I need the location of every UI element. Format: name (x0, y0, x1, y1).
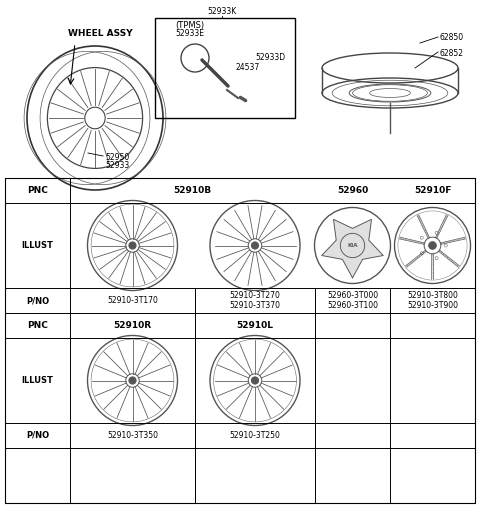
Text: 52910R: 52910R (113, 321, 152, 330)
Text: P/NO: P/NO (26, 296, 49, 305)
Text: 52960: 52960 (337, 186, 368, 195)
Text: 52950: 52950 (105, 153, 129, 163)
Text: 52910L: 52910L (237, 321, 274, 330)
Text: 62850: 62850 (440, 34, 464, 43)
Circle shape (252, 242, 259, 249)
Text: 52910-3T800
52910-3T900: 52910-3T800 52910-3T900 (407, 291, 458, 310)
Circle shape (444, 244, 447, 247)
Text: 52910-3T170: 52910-3T170 (107, 296, 158, 305)
Text: ILLUST: ILLUST (22, 376, 53, 385)
Text: PNC: PNC (27, 186, 48, 195)
Circle shape (129, 242, 136, 249)
Text: 52910-3T250: 52910-3T250 (229, 431, 280, 440)
Circle shape (429, 242, 436, 249)
Text: 52910B: 52910B (173, 186, 212, 195)
Text: PNC: PNC (27, 321, 48, 330)
Circle shape (435, 257, 438, 260)
Bar (155, 18, 295, 118)
Text: ILLUST: ILLUST (22, 241, 53, 250)
Polygon shape (322, 219, 383, 278)
Text: 52910-3T350: 52910-3T350 (107, 431, 158, 440)
Bar (5, 178, 475, 503)
Text: KIA: KIA (347, 243, 358, 248)
Text: 52933D: 52933D (255, 53, 285, 62)
Circle shape (420, 236, 423, 239)
Text: 52910F: 52910F (414, 186, 451, 195)
Circle shape (435, 231, 438, 234)
Text: 52960-3T000
52960-3T100: 52960-3T000 52960-3T100 (327, 291, 378, 310)
Text: WHEEL ASSY: WHEEL ASSY (68, 28, 132, 38)
Text: 52910-3T270
52910-3T370: 52910-3T270 52910-3T370 (229, 291, 280, 310)
Text: 62852: 62852 (440, 48, 464, 57)
Text: 52933E: 52933E (175, 29, 204, 38)
Text: 52933K: 52933K (207, 7, 237, 16)
Circle shape (129, 377, 136, 384)
Circle shape (252, 377, 259, 384)
Text: 24537: 24537 (235, 64, 259, 73)
Text: 52933: 52933 (105, 161, 129, 170)
Text: P/NO: P/NO (26, 431, 49, 440)
Text: (TPMS): (TPMS) (175, 21, 204, 30)
Circle shape (420, 252, 423, 255)
